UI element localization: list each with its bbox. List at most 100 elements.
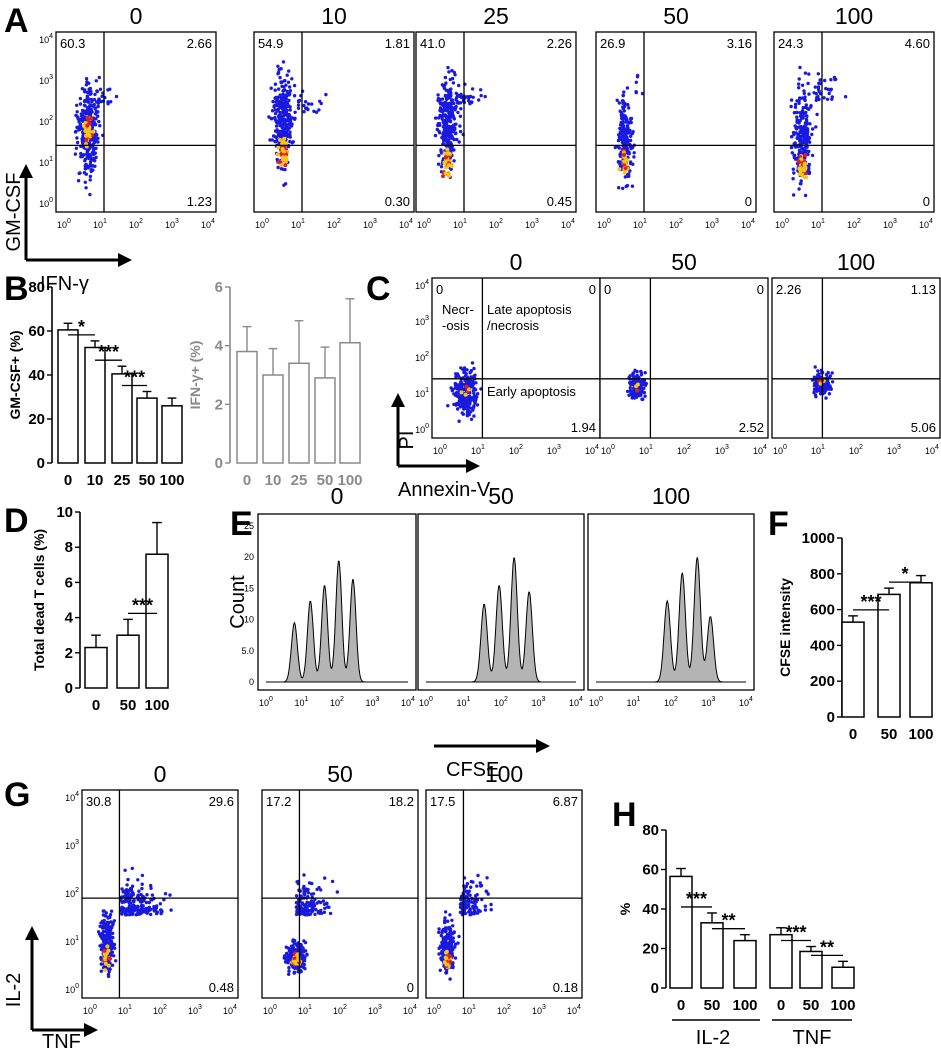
event-dot bbox=[108, 933, 112, 938]
event-dot bbox=[110, 963, 115, 967]
event-dot bbox=[122, 900, 126, 904]
event-dot bbox=[621, 116, 625, 120]
event-dot bbox=[86, 100, 91, 104]
event-dot bbox=[168, 893, 172, 897]
event-dot bbox=[625, 86, 630, 90]
panel-header: 0 bbox=[130, 3, 143, 29]
event-dot bbox=[445, 116, 450, 120]
quadrant-label-necrosis: -osis bbox=[442, 318, 470, 333]
x-tick-exp: 4 bbox=[413, 1004, 417, 1011]
event-dot bbox=[814, 125, 818, 129]
event-dot bbox=[628, 117, 633, 121]
event-dot bbox=[74, 129, 78, 134]
bar-D-2 bbox=[145, 553, 169, 689]
event-dot bbox=[92, 103, 96, 107]
panel-header: 50 bbox=[488, 483, 514, 509]
x-tick-label: 50 bbox=[803, 997, 820, 1014]
event-dot bbox=[489, 908, 493, 912]
event-dot bbox=[103, 936, 107, 940]
event-dot bbox=[458, 129, 463, 134]
event-dot bbox=[616, 160, 621, 164]
y-tick-label: 6 bbox=[215, 279, 223, 296]
event-dot bbox=[810, 153, 815, 158]
event-dot bbox=[634, 80, 638, 85]
event-dot bbox=[829, 87, 833, 92]
event-dot bbox=[306, 107, 310, 112]
density-dot bbox=[621, 153, 626, 157]
event-dot bbox=[288, 134, 292, 138]
x-tick: 100 bbox=[259, 696, 273, 708]
event-dot bbox=[628, 388, 633, 393]
event-dot bbox=[792, 111, 797, 115]
x-tick-label: 0 bbox=[243, 472, 251, 489]
event-dot bbox=[468, 410, 473, 414]
event-dot bbox=[459, 107, 463, 111]
event-dot bbox=[445, 141, 449, 145]
quadrant-label-early-apoptosis: Early apoptosis bbox=[487, 384, 576, 399]
event-dot bbox=[103, 941, 107, 945]
y-tick: 100 bbox=[65, 983, 79, 995]
event-dot bbox=[305, 953, 309, 957]
event-dot bbox=[139, 898, 143, 902]
event-dot bbox=[86, 148, 90, 152]
event-dot bbox=[478, 909, 482, 913]
event-dot bbox=[802, 136, 807, 141]
event-dot bbox=[799, 141, 803, 145]
density-dot bbox=[635, 388, 640, 393]
event-dot bbox=[88, 112, 93, 117]
density-dot bbox=[86, 117, 90, 122]
event-dot bbox=[449, 942, 453, 947]
event-dot bbox=[273, 82, 278, 86]
event-dot bbox=[457, 934, 461, 939]
event-dot bbox=[793, 102, 798, 107]
event-dot bbox=[276, 132, 281, 136]
x-tick: 103 bbox=[532, 1004, 546, 1016]
event-dot bbox=[460, 403, 465, 407]
event-dot bbox=[805, 106, 809, 110]
event-dot bbox=[100, 926, 105, 930]
event-dot bbox=[462, 396, 467, 400]
density-dot bbox=[445, 151, 450, 156]
density-dot bbox=[443, 171, 448, 176]
event-dot bbox=[439, 957, 443, 961]
y-tick: 103 bbox=[415, 315, 429, 327]
x-tick: 102 bbox=[153, 1004, 167, 1016]
density-dot bbox=[802, 175, 807, 179]
event-dot bbox=[274, 135, 279, 140]
x-tick-exp: 0 bbox=[437, 1004, 441, 1011]
x-tick: 101 bbox=[811, 444, 825, 456]
event-dot bbox=[91, 168, 95, 172]
event-dot bbox=[479, 387, 483, 391]
event-dot bbox=[274, 100, 278, 104]
event-dot bbox=[441, 131, 446, 135]
event-dot bbox=[631, 378, 635, 383]
event-dot bbox=[827, 387, 831, 391]
x-tick: 100 bbox=[597, 218, 611, 230]
event-dot bbox=[829, 78, 833, 82]
event-dot bbox=[446, 936, 450, 940]
event-dot bbox=[446, 128, 450, 132]
event-dot bbox=[312, 109, 316, 114]
event-dot bbox=[469, 885, 473, 889]
x-tick-label: 100 bbox=[732, 997, 757, 1014]
y-tick-label: 25 bbox=[244, 521, 254, 531]
event-dot bbox=[805, 114, 809, 119]
bar-D-1 bbox=[116, 634, 140, 689]
event-dot bbox=[290, 77, 294, 81]
event-dot bbox=[85, 94, 90, 98]
event-dot bbox=[489, 902, 493, 907]
quadrant-value-ul: 60.3 bbox=[60, 36, 85, 51]
event-dot bbox=[439, 165, 444, 169]
event-dot bbox=[279, 80, 283, 85]
event-dot bbox=[94, 79, 99, 83]
event-dot bbox=[87, 81, 91, 86]
event-dot bbox=[93, 122, 98, 127]
event-dot bbox=[830, 380, 835, 384]
x-tick-exp: 3 bbox=[175, 218, 179, 225]
x-tick-exp: 3 bbox=[897, 444, 901, 451]
event-dot bbox=[313, 912, 317, 917]
event-dot bbox=[291, 938, 296, 943]
density-dot bbox=[103, 968, 107, 973]
event-dot bbox=[630, 184, 635, 188]
panel-header: 0 bbox=[331, 483, 344, 509]
